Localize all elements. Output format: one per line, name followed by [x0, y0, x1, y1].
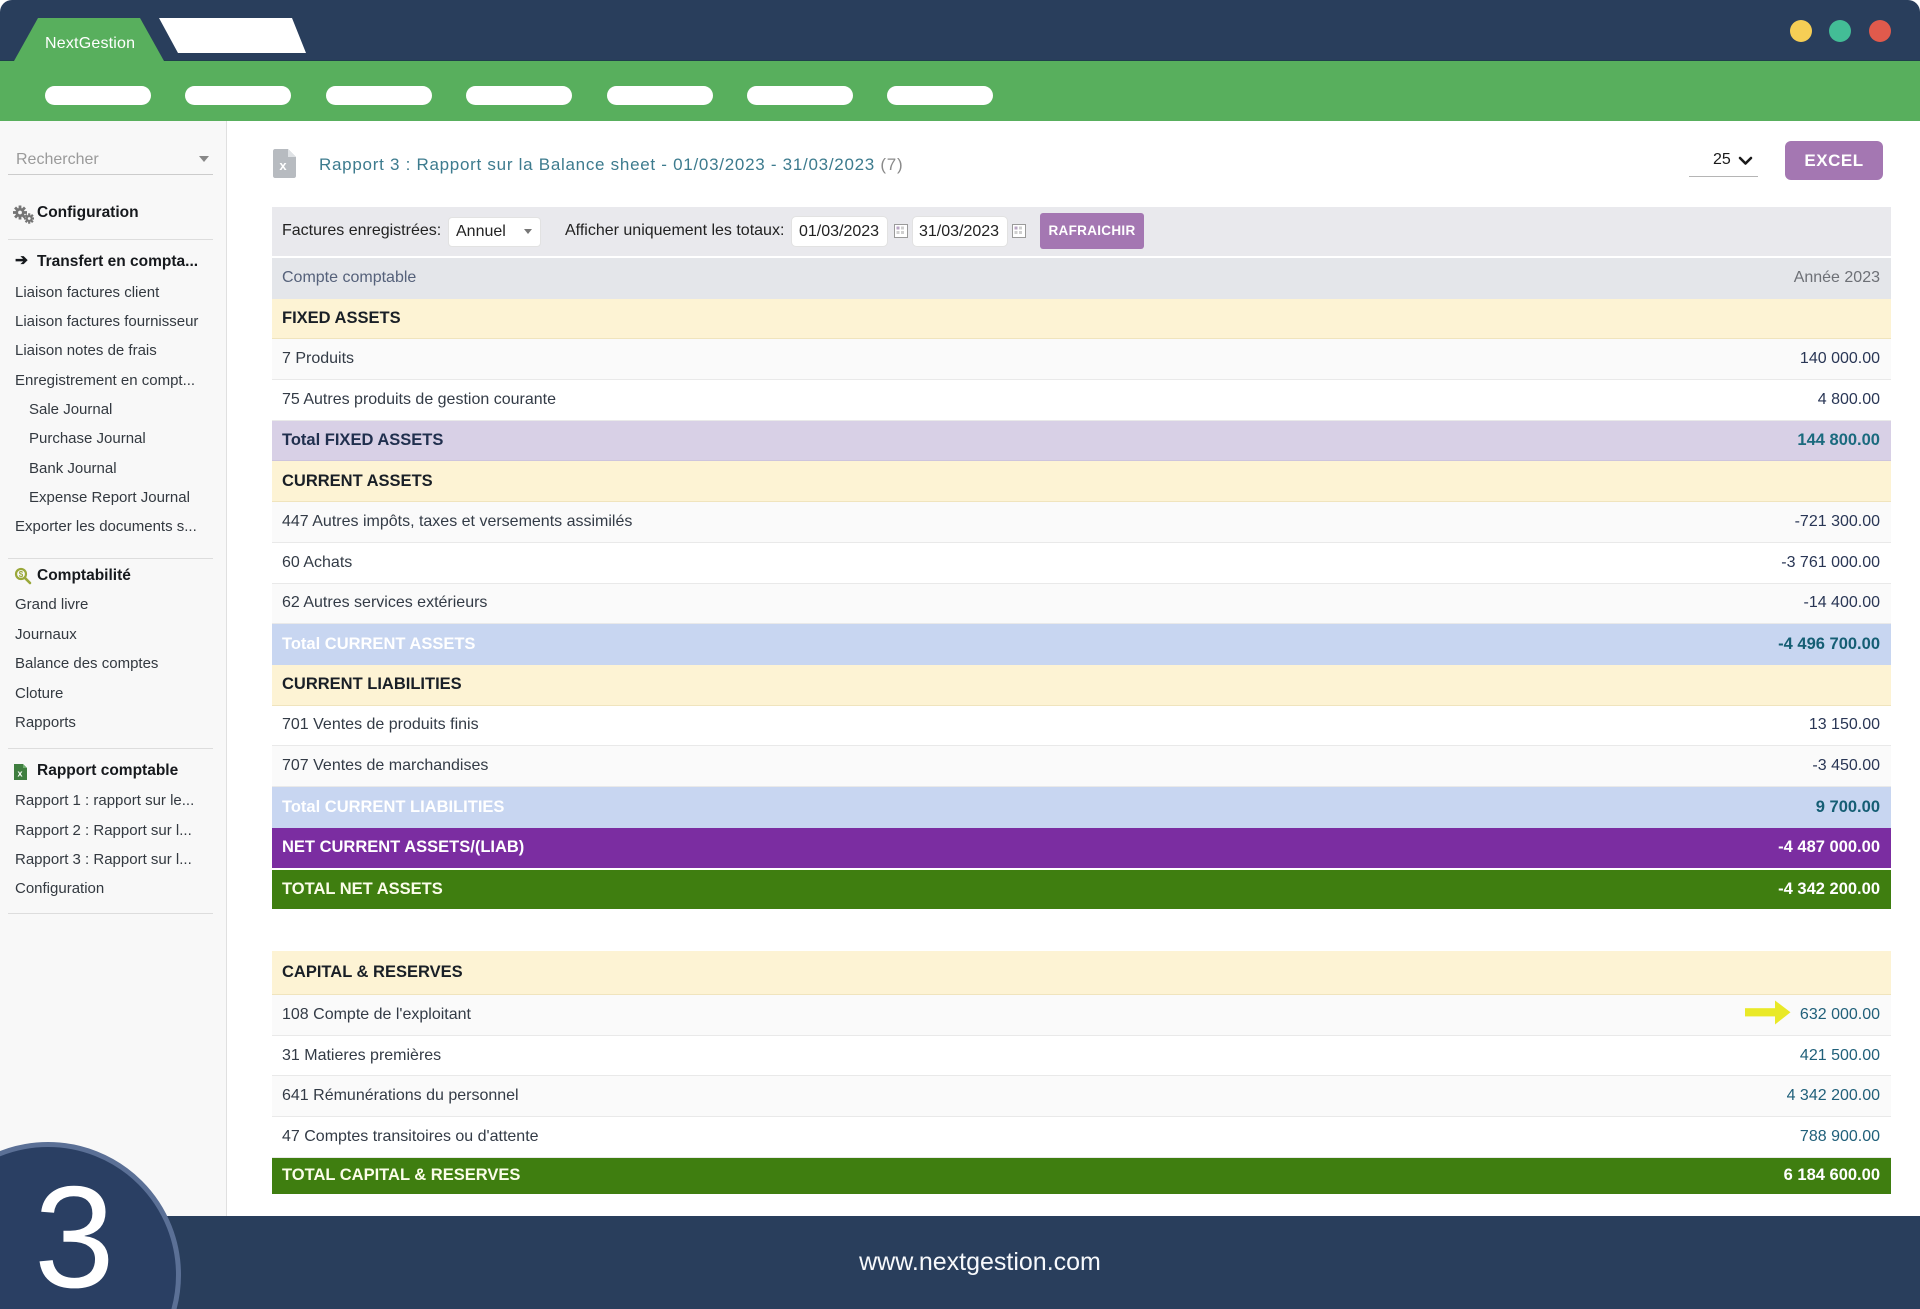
- svg-text:$: $: [19, 570, 24, 579]
- svg-text:x: x: [279, 158, 287, 173]
- svg-text:x: x: [17, 769, 22, 779]
